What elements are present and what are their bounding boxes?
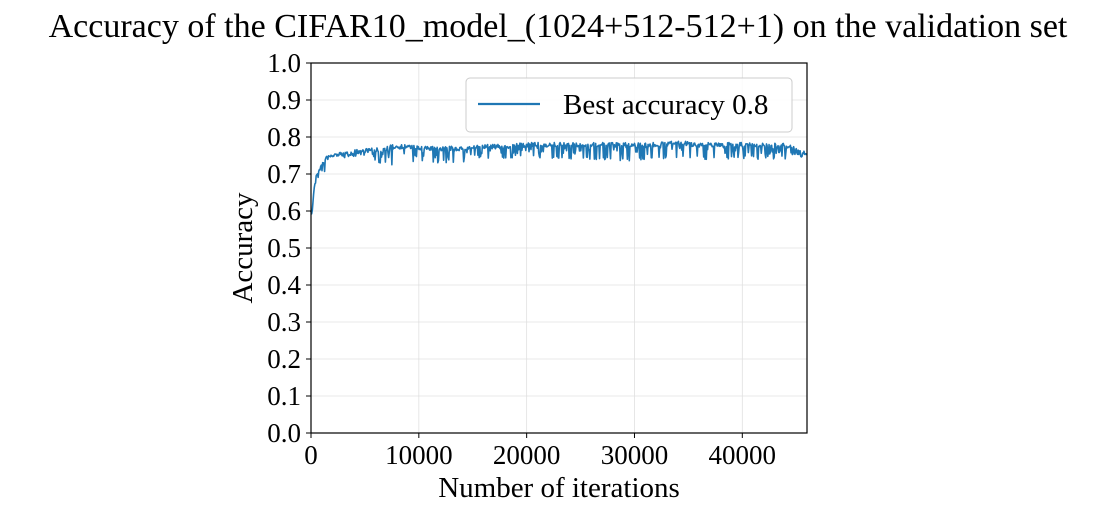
y-axis-ticks: 0.0 0.1 0.2 0.3 0.4 0.5 0.6 0.7 0.8 0.9 1.0 <box>267 48 311 448</box>
x-axis-ticks: 0 10000 20000 30000 40000 <box>304 433 776 470</box>
x-tick-label: 30000 <box>601 440 669 470</box>
y-tick-label: 0.4 <box>267 270 301 300</box>
chart-title: Accuracy of the CIFAR10_model_(1024+512-… <box>49 8 1068 45</box>
y-tick-label: 0.0 <box>267 418 301 448</box>
x-tick-label: 40000 <box>709 440 777 470</box>
legend: Best accuracy 0.8 <box>465 77 793 133</box>
series-line <box>310 140 808 215</box>
y-tick-label: 0.8 <box>267 122 301 152</box>
y-tick-label: 0.9 <box>267 85 301 115</box>
y-tick-label: 0.3 <box>267 307 301 337</box>
legend-entry-label: Best accuracy 0.8 <box>563 89 768 121</box>
y-tick-label: 1.0 <box>267 48 301 78</box>
y-axis-label: Accuracy <box>227 192 259 304</box>
y-tick-label: 0.5 <box>267 233 301 263</box>
x-tick-label: 0 <box>304 440 318 470</box>
legend-box <box>465 77 793 133</box>
y-tick-label: 0.7 <box>267 159 301 189</box>
x-axis-label: Number of iterations <box>438 472 680 504</box>
x-tick-label: 20000 <box>493 440 561 470</box>
y-tick-label: 0.2 <box>267 344 301 374</box>
y-tick-label: 0.6 <box>267 196 301 226</box>
plot-series <box>310 140 808 215</box>
x-tick-label: 10000 <box>385 440 453 470</box>
y-tick-label: 0.1 <box>267 381 301 411</box>
